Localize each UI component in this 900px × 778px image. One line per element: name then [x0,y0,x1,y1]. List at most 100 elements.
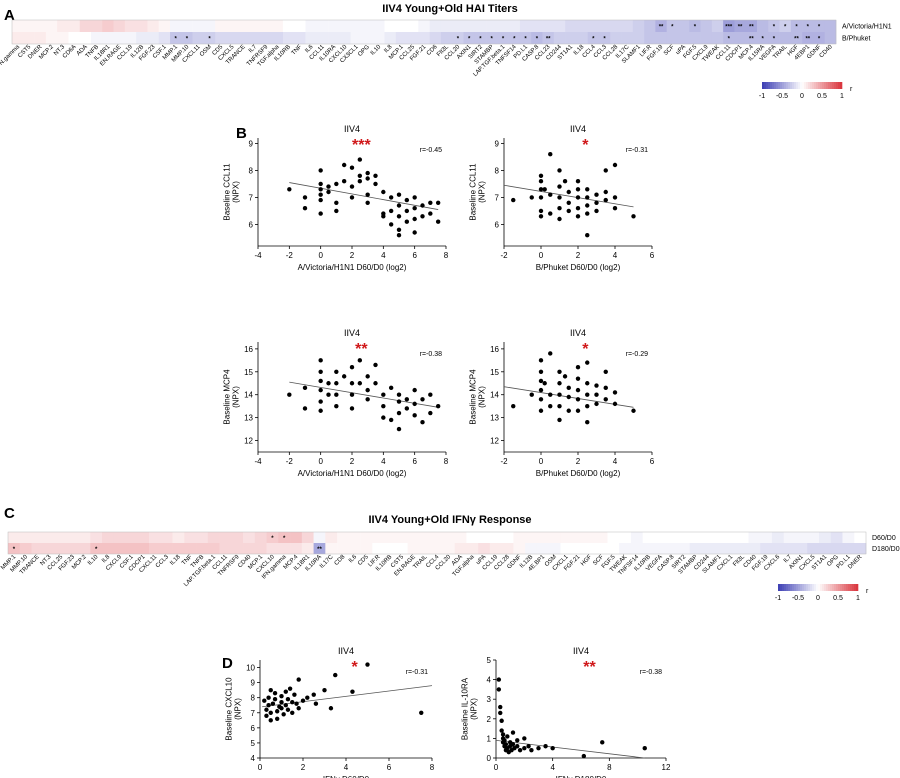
heatmap-significance: ** [317,547,322,553]
x-tick-label: 0 [539,251,544,260]
colorbar-step [806,82,809,89]
y-tick-label: 15 [244,368,253,377]
colorbar-tick: 0.5 [833,595,843,602]
heatmap-cell [57,32,69,44]
data-point [365,662,370,667]
heatmap-cell [560,543,573,554]
data-point [557,168,562,173]
data-point [603,397,608,402]
heatmap-cell [294,32,306,44]
data-point [326,184,331,189]
heatmap-significance: ** [749,25,754,31]
y-tick-label: 0 [487,754,492,763]
y-axis-label-line: Baseline IL-10RA [461,677,470,740]
data-point [575,187,581,192]
colorbar-step [836,584,839,591]
heatmap-cell [644,32,656,44]
colorbar: -1 -0.5 0 0.5 1r [759,82,853,100]
heatmap-cell [68,20,81,32]
correlation-label: r=-0.38 [640,669,662,676]
heatmap-column-label: uPA [675,44,687,56]
colorbar-step [798,584,801,591]
heatmap-significance: ** [659,25,664,31]
heatmap-cell [583,543,596,554]
heatmap-cell [149,543,162,554]
heatmap-cell [756,32,769,44]
heatmap-significance: * [773,37,776,43]
heatmap-cell [711,20,724,32]
data-point [631,214,636,219]
data-point [318,408,323,413]
data-point [388,222,394,227]
significance-stars: * [582,341,589,358]
heatmap-row-label: A/Victoria/H1N1 [842,24,892,31]
heatmap-column-label: IL7 [248,44,259,55]
heatmap-cell [454,532,467,543]
x-tick-label: 2 [301,763,306,772]
heatmap-column-label: IL8 [101,554,112,565]
colorbar-step [798,82,801,89]
heatmap-cell [113,32,126,44]
heatmap-cell [43,532,56,543]
heatmap-cell [572,532,585,543]
data-point [305,695,310,700]
heatmap-cell [619,543,632,554]
heatmap-cell [508,32,521,44]
heatmap-cell [102,20,114,32]
heatmap-cell [779,32,792,44]
heatmap-cell [260,20,272,32]
x-tick-label: -2 [286,251,294,260]
panel-letter-d: D [222,655,233,672]
colorbar-step [810,584,813,591]
data-point [357,157,363,162]
heatmap-cell [219,532,232,543]
heatmap-cell [689,32,701,44]
data-point [603,369,608,374]
heatmap-cell [290,532,303,543]
data-point [562,179,568,184]
data-point [334,403,339,409]
panel-letter-a: A [4,7,15,24]
heatmap-column-label: HGF [580,554,593,567]
heatmap-cell [301,543,314,554]
heatmap-cell [440,32,453,44]
heatmap-significance: * [694,25,697,31]
heatmap-cell [372,543,385,554]
colorbar-step [812,584,815,591]
data-point [566,385,571,391]
heatmap-cell [536,543,549,554]
colorbar-step [792,584,795,591]
colorbar-step [816,82,819,89]
y-tick-label: 1 [487,734,492,743]
heatmap-significance: * [271,536,274,542]
heatmap-significance: * [807,25,810,31]
heatmap-cell [395,20,408,32]
y-tick-label: 16 [244,345,253,354]
data-point [283,703,288,708]
colorbar-step [830,82,833,89]
heatmap-cell [384,32,397,44]
x-tick-label: 0 [258,763,263,772]
data-point [566,394,571,400]
data-point [381,392,386,397]
colorbar-step [788,584,791,591]
heatmap-cell [478,543,491,554]
x-axis-label: A/Victoria/H1N1 D60/D0 (log2) [298,263,407,272]
heatmap-cell [452,32,464,44]
heatmap-cell [8,532,21,543]
heatmap-cell [431,532,444,543]
heatmap-cell [360,532,373,543]
heatmap-cell [489,532,502,543]
scatter-title: IIV4 [570,328,586,338]
y-axis-label-line: (NPX) [470,698,479,720]
y-tick-label: 5 [487,656,492,665]
data-point [566,208,571,214]
heatmap-cell [607,543,620,554]
heatmap-column-label: TNF [291,44,304,57]
data-point [396,410,402,416]
heatmap-cell [419,543,432,554]
data-point [357,173,363,178]
y-axis-label-line: Baseline CCL11 [469,163,478,221]
heatmap-cell [290,543,303,554]
heatmap-cell [237,32,250,44]
